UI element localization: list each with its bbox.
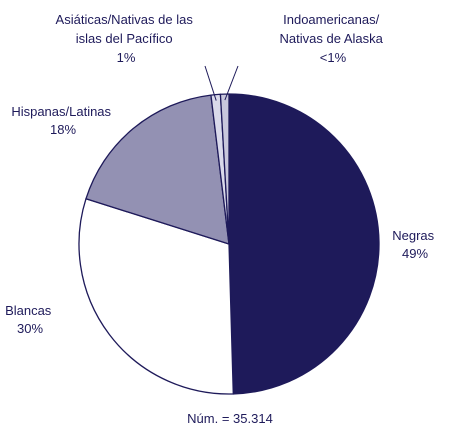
label-indoamericanas-line1: Indoamericanas/ [283,12,379,27]
leader-line-asiaticas [204,65,217,101]
pie-slices [78,93,380,395]
label-blancas-pct: 30% [17,321,43,336]
leader-line-indoamericanas [224,65,239,101]
label-hispanas-name: Hispanas/Latinas [11,104,111,119]
slice-indoamericanas [219,93,230,245]
slice-hispanas [85,94,230,245]
label-asiaticas-line2: islas del Pacífico [76,31,173,46]
label-blancas-name: Blancas [5,303,52,318]
slice-blancas [78,198,234,395]
label-indoamericanas-line2: Nativas de Alaska [280,31,384,46]
label-hispanas-pct: 18% [50,122,76,137]
label-negras: Negras 49% [392,228,438,261]
footnote-n: Núm. = 35.314 [187,411,273,426]
label-asiaticas: Asiáticas/Nativas de las islas del Pacíf… [56,12,197,65]
leader-lines [204,65,239,101]
label-asiaticas-pct: 1% [117,50,136,65]
label-blancas: Blancas 30% [5,303,55,336]
label-indoamericanas-pct: <1% [320,50,347,65]
label-negras-name: Negras [392,228,434,243]
label-hispanas: Hispanas/Latinas 18% [11,104,114,137]
label-indoamericanas: Indoamericanas/ Nativas de Alaska <1% [280,12,387,65]
label-asiaticas-line1: Asiáticas/Nativas de las [56,12,194,27]
slice-negras [228,93,380,395]
label-negras-pct: 49% [402,246,428,261]
